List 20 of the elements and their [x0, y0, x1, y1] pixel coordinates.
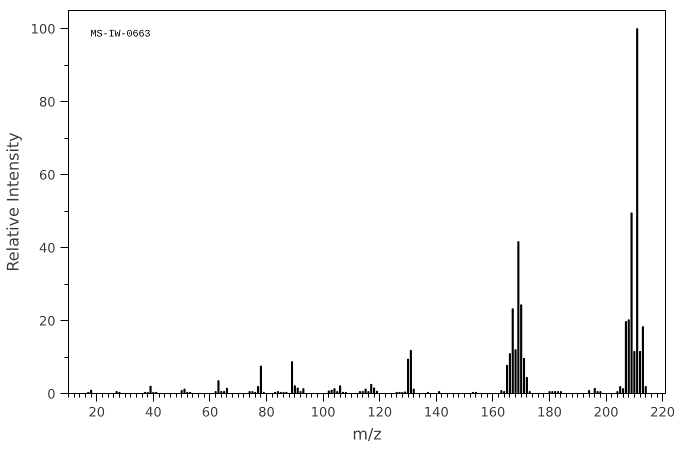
y-tick-label: 40: [38, 242, 56, 257]
x-tick-label: 60: [202, 406, 218, 420]
y-tick-label: 60: [38, 168, 56, 184]
x-tick-label: 20: [88, 406, 106, 420]
y-tick-label: 80: [38, 96, 56, 111]
y-tick-label: 0: [47, 388, 56, 402]
y-tick-label: 100: [30, 22, 56, 38]
x-tick-label: 160: [480, 406, 506, 420]
x-axis-title: m/z: [352, 424, 382, 444]
annotation: MS-IW-0663: [90, 30, 151, 40]
x-tick-label: 200: [594, 406, 619, 420]
y-tick-label: 20: [38, 314, 56, 330]
x-tick-label: 220: [650, 406, 676, 420]
y-axis-title: Relative Intensity: [4, 132, 23, 272]
x-tick-label: 140: [424, 406, 449, 420]
x-tick-label: 120: [367, 406, 392, 420]
x-tick-label: 100: [310, 406, 336, 420]
x-tick-label: 40: [145, 406, 162, 420]
x-tick-label: 80: [258, 406, 275, 420]
x-tick-label: 180: [537, 406, 562, 420]
